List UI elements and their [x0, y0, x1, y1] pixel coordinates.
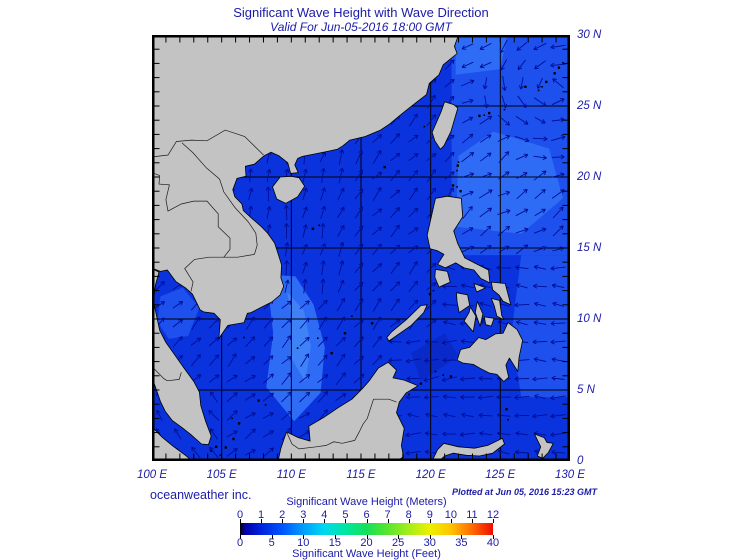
small-islands-layer [210, 61, 564, 457]
lon-label-105: 105 E [206, 469, 237, 481]
cbar-meter-tick [366, 519, 368, 523]
feet-tick-0: 0 [236, 537, 244, 549]
lat-label-0: 0 [577, 455, 584, 467]
lat-label-30: 30 N [577, 29, 602, 41]
meters-tick-row: 0 1 2 3 4 5 6 7 8 9 10 11 12 [236, 509, 499, 522]
lon-label-115: 115 E [346, 469, 376, 481]
meters-tick-10: 10 [444, 509, 457, 521]
cbar-meter-tick [493, 519, 494, 523]
meters-tick-12: 12 [486, 509, 500, 521]
cbar-meter-tick [408, 519, 410, 523]
cbar-meter-tick [429, 519, 431, 523]
feet-tick-20: 20 [360, 537, 373, 549]
lon-label-130: 130 E [554, 469, 586, 481]
cbar-feet-tick [461, 535, 463, 539]
plot-valid-time: Valid For Jun-05-2016 18:00 GMT [270, 20, 452, 34]
cbar-feet-tick [240, 535, 241, 539]
meters-tick-11: 11 [466, 509, 478, 521]
meters-tick-1: 1 [258, 509, 265, 521]
map-frame [152, 35, 570, 461]
legend-title-meters: Significant Wave Height (Meters) [286, 496, 447, 508]
meters-tick-7: 7 [384, 509, 391, 521]
plot-title: Significant Wave Height with Wave Direct… [233, 5, 489, 20]
feet-tick-row: 0 5 10 15 20 25 30 35 40 [236, 537, 499, 550]
cbar-feet-tick [303, 535, 305, 539]
cbar-feet-tick [429, 535, 431, 539]
plotted-timestamp: Plotted at Jun 05, 2016 15:23 GMT [451, 487, 597, 497]
cbar-meter-tick [324, 519, 326, 523]
cbar-feet-tick [493, 535, 494, 539]
meters-tick-6: 6 [363, 509, 370, 521]
feet-tick-40: 40 [486, 537, 500, 549]
lat-label-5: 5 N [577, 384, 595, 396]
legend-title-feet: Significant Wave Height (Feet) [292, 548, 441, 560]
cbar-meter-tick [240, 519, 241, 523]
meters-tick-9: 9 [426, 509, 433, 521]
meters-tick-4: 4 [321, 509, 328, 521]
lat-label-25: 25 N [577, 100, 602, 112]
meters-tick-8: 8 [405, 509, 412, 521]
meters-tick-2: 2 [279, 509, 286, 521]
lat-label-10: 10 N [577, 313, 602, 325]
feet-tick-35: 35 [455, 537, 468, 549]
cbar-meter-tick [471, 519, 473, 523]
feet-tick-10: 10 [297, 537, 310, 549]
feet-tick-15: 15 [328, 537, 341, 549]
colorbar [240, 523, 493, 535]
meters-tick-3: 3 [300, 509, 307, 521]
cbar-feet-tick [271, 535, 273, 539]
lon-label-120: 120 E [415, 469, 446, 481]
country-borders-layer [152, 129, 397, 450]
feet-tick-5: 5 [268, 537, 275, 549]
lat-label-15: 15 N [577, 242, 602, 254]
feet-tick-25: 25 [392, 537, 405, 549]
lat-label-20: 20 N [577, 171, 602, 183]
cbar-meter-tick [282, 519, 284, 523]
meters-tick-5: 5 [342, 509, 349, 521]
cbar-feet-tick [398, 535, 400, 539]
cbar-feet-tick [334, 535, 336, 539]
lon-label-100: 100 E [136, 469, 168, 481]
meters-tick-0: 0 [236, 509, 244, 521]
credit-text: oceanweather inc. [150, 488, 252, 502]
cbar-meter-tick [345, 519, 347, 523]
cbar-meter-tick [387, 519, 389, 523]
lon-label-110: 110 E [276, 469, 306, 481]
lon-label-125: 125 E [485, 469, 516, 481]
cbar-meter-tick [450, 519, 452, 523]
cbar-meter-tick [303, 519, 305, 523]
land-layer [152, 35, 554, 461]
cbar-feet-tick [366, 535, 368, 539]
map-canvas [152, 35, 570, 461]
cbar-meter-tick [261, 519, 263, 523]
feet-tick-30: 30 [423, 537, 436, 549]
